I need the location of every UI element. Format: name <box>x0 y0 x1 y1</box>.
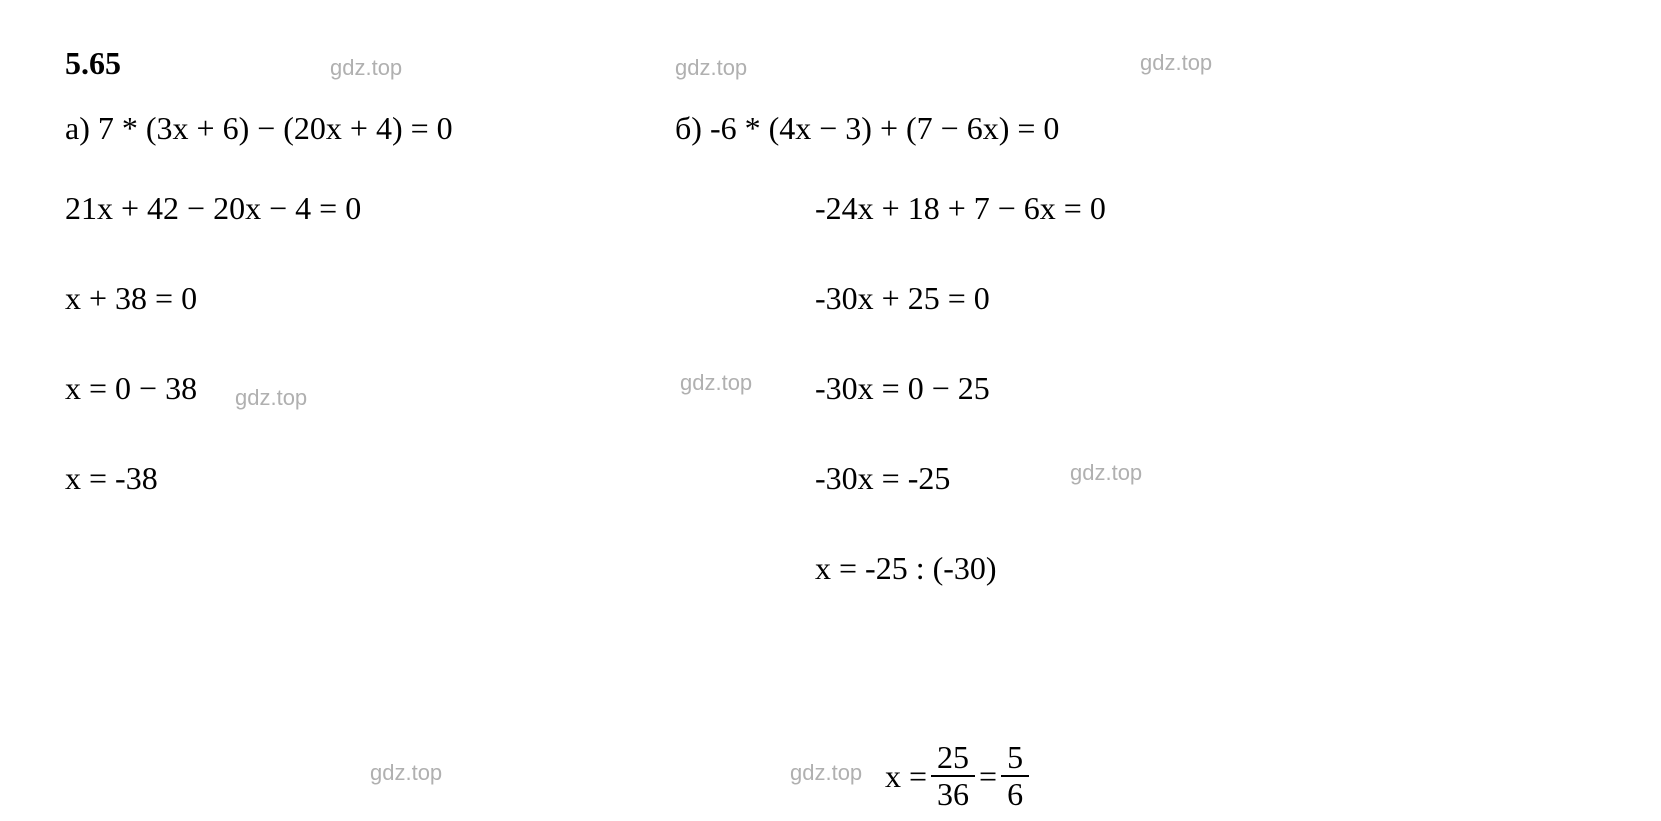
watermark: gdz.top <box>330 55 402 81</box>
col-a-label: а) <box>65 110 90 146</box>
col-b-line3: -30x + 25 = 0 <box>815 280 990 317</box>
fraction-2-den: 6 <box>1001 777 1029 812</box>
fraction-2: 5 6 <box>1001 740 1029 812</box>
col-b-label: б) <box>675 110 702 146</box>
col-a-line4: x = 0 − 38 <box>65 370 197 407</box>
col-b-fraction-line: x = 25 36 = 5 6 <box>885 740 1033 812</box>
fraction-1-num: 25 <box>931 740 975 777</box>
col-a-line1: а) 7 * (3x + 6) − (20x + 4) = 0 <box>65 110 453 147</box>
watermark: gdz.top <box>680 370 752 396</box>
col-b-line5: -30x = -25 <box>815 460 950 497</box>
equals-mid: = <box>979 758 997 795</box>
watermark: gdz.top <box>790 760 862 786</box>
fraction-1-den: 36 <box>931 777 975 812</box>
col-a-expr1: 7 * (3x + 6) − (20x + 4) = 0 <box>98 110 453 146</box>
fraction-1: 25 36 <box>931 740 975 812</box>
watermark: gdz.top <box>1140 50 1212 76</box>
col-b-line6: x = -25 : (-30) <box>815 550 997 587</box>
col-a-line2: 21x + 42 − 20x − 4 = 0 <box>65 190 361 227</box>
watermark: gdz.top <box>675 55 747 81</box>
watermark: gdz.top <box>370 760 442 786</box>
problem-number: 5.65 <box>65 45 121 82</box>
fraction-prefix: x = <box>885 758 927 795</box>
col-b-expr1: -6 * (4x − 3) + (7 − 6x) = 0 <box>710 110 1059 146</box>
fraction-2-num: 5 <box>1001 740 1029 777</box>
col-b-line4: -30x = 0 − 25 <box>815 370 990 407</box>
watermark: gdz.top <box>1070 460 1142 486</box>
page-container: 5.65 gdz.top gdz.top gdz.top gdz.top gdz… <box>60 40 1601 781</box>
col-b-line1: б) -6 * (4x − 3) + (7 − 6x) = 0 <box>675 110 1059 147</box>
col-a-line3: x + 38 = 0 <box>65 280 197 317</box>
col-b-line2: -24x + 18 + 7 − 6x = 0 <box>815 190 1106 227</box>
col-a-line5: x = -38 <box>65 460 158 497</box>
watermark: gdz.top <box>235 385 307 411</box>
